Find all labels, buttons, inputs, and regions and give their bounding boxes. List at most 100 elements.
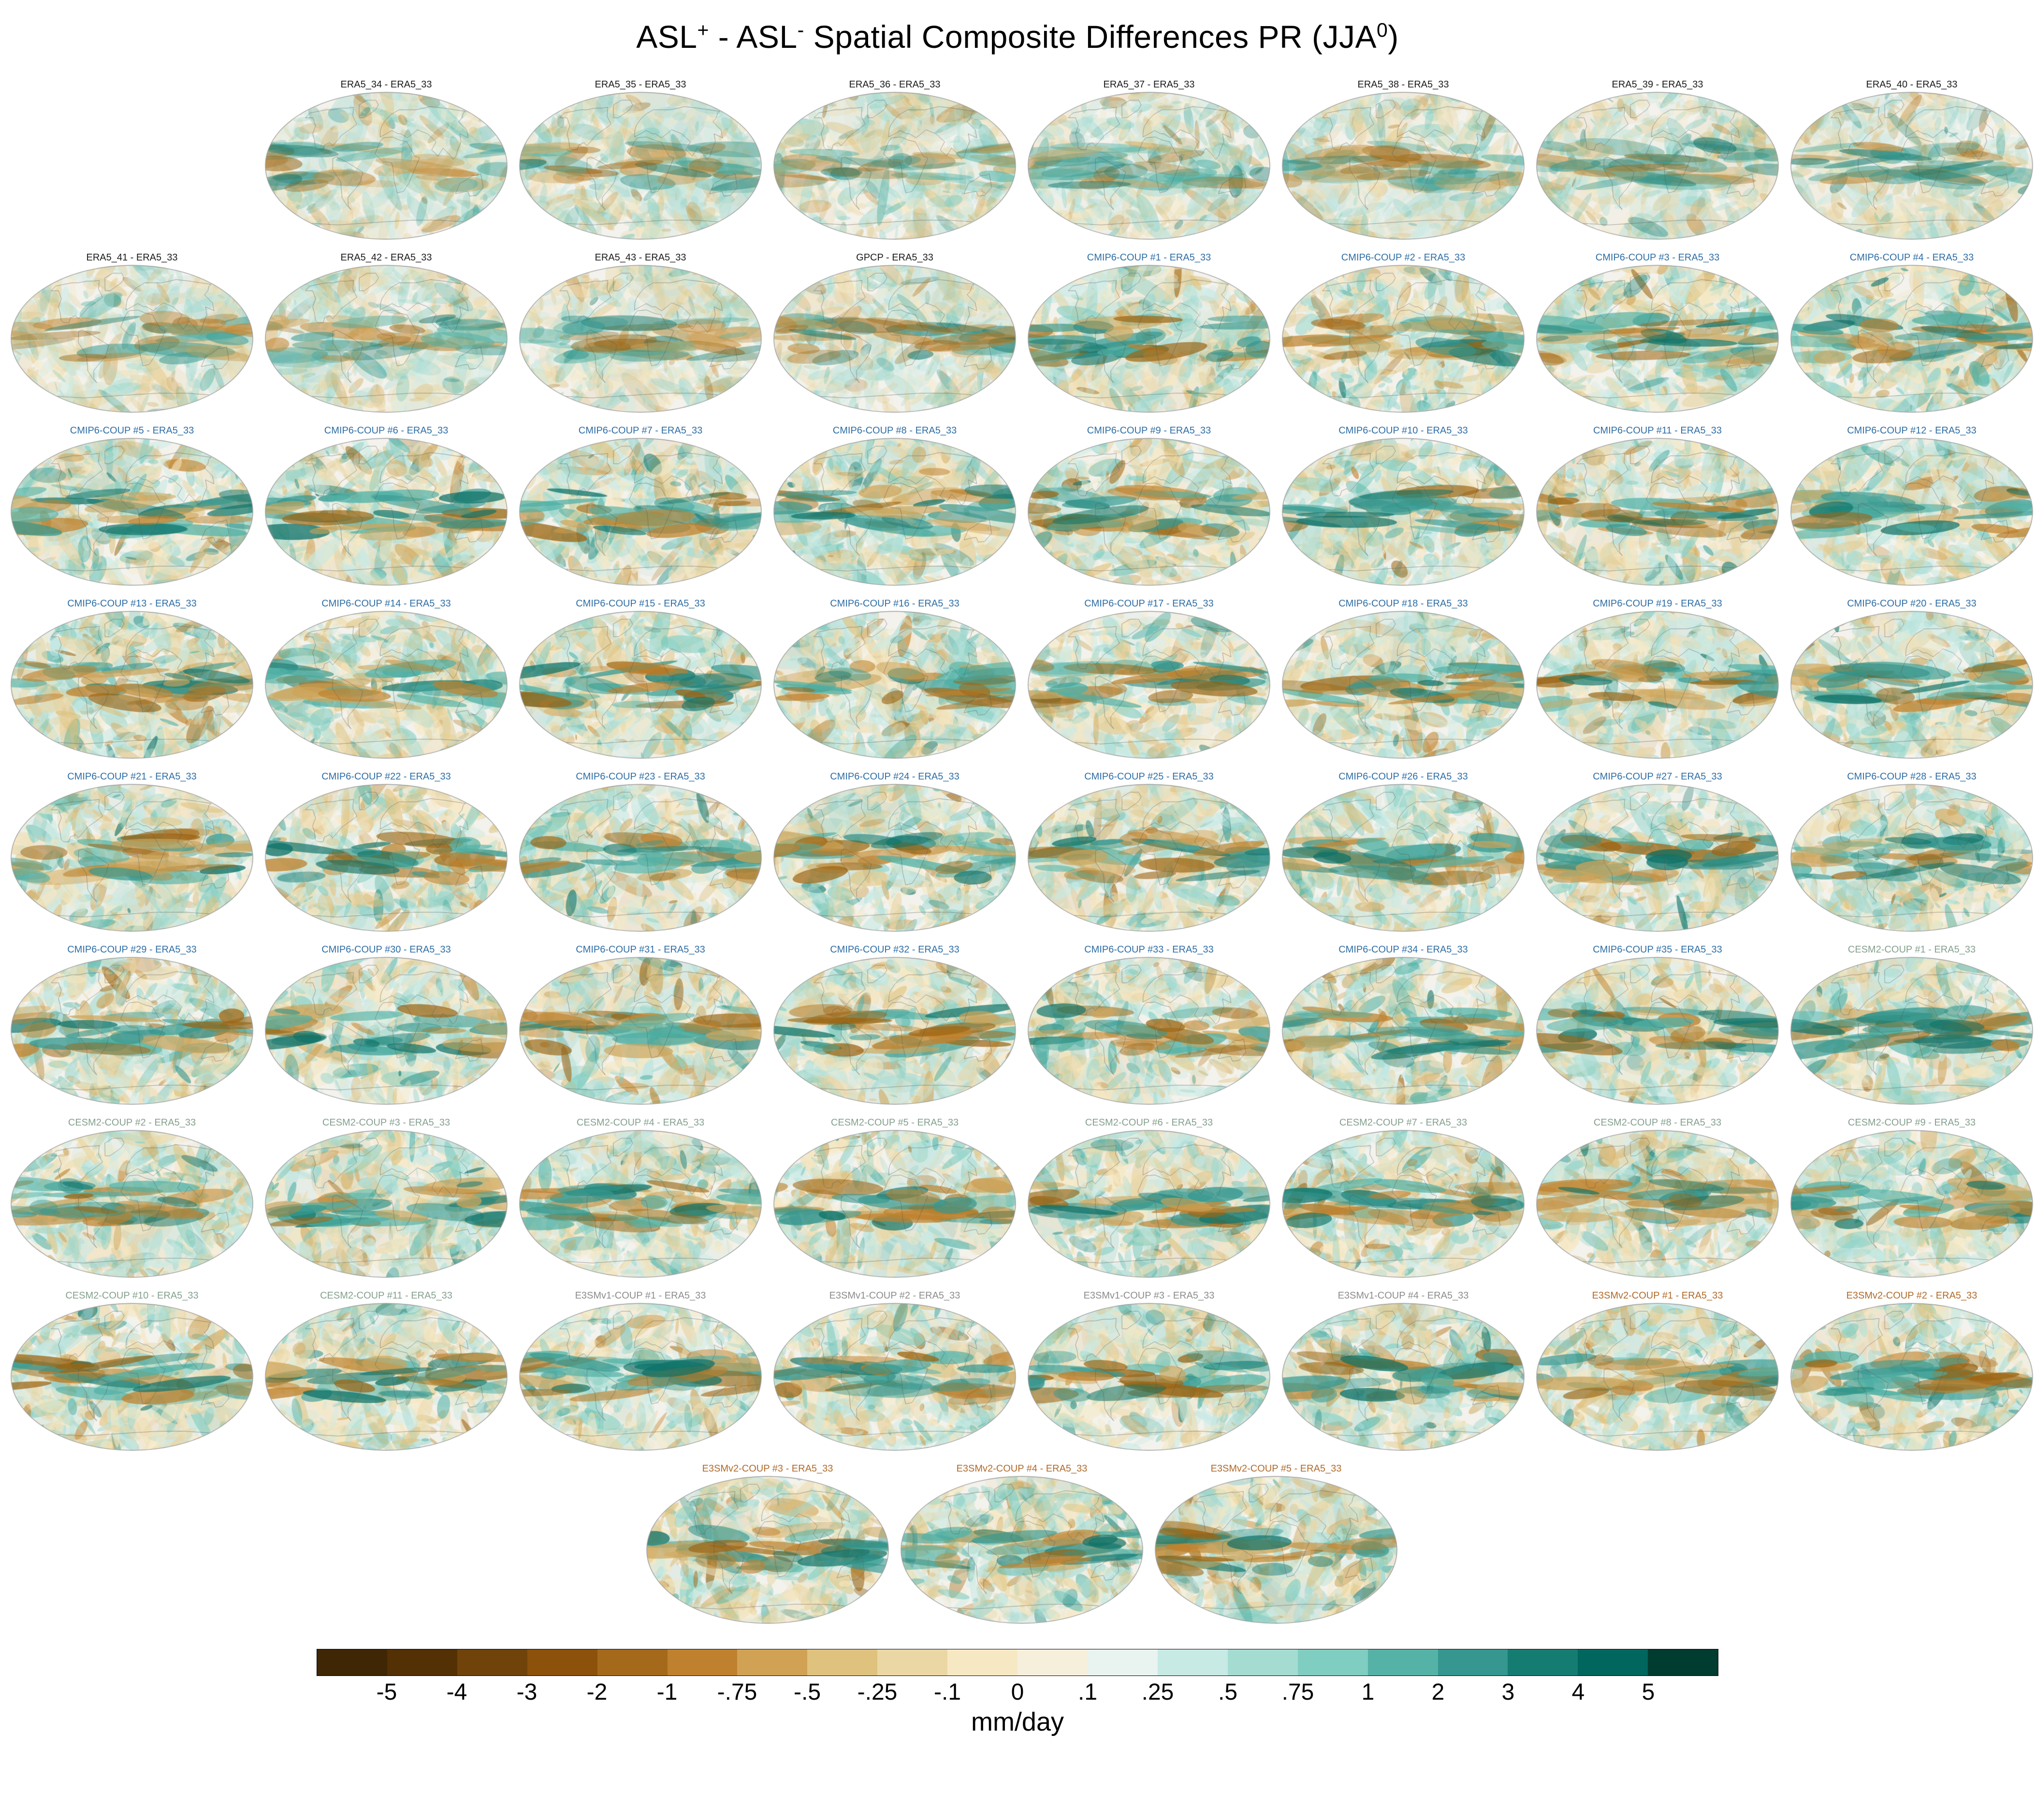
- map-canvas: [1027, 264, 1271, 414]
- map-canvas: [10, 1129, 254, 1279]
- colorbar-segment: [1508, 1649, 1578, 1676]
- map-canvas: [1281, 437, 1526, 587]
- panel-label: CMIP6-COUP #16 - ERA5_33: [830, 598, 959, 609]
- map-canvas: [518, 783, 763, 933]
- colorbar-segment: [1648, 1649, 1718, 1676]
- map-panel: GPCP - ERA5_33: [768, 251, 1022, 414]
- colorbar-segment: [1367, 1649, 1438, 1676]
- colorbar-segment: [387, 1649, 457, 1676]
- map-canvas: [264, 91, 509, 241]
- map-panel: CMIP6-COUP #30 - ERA5_33: [259, 943, 513, 1106]
- colorbar-tick: 4: [1571, 1679, 1585, 1705]
- map-panel: CMIP6-COUP #10 - ERA5_33: [1276, 424, 1530, 587]
- colorbar-tick: .1: [1077, 1679, 1098, 1705]
- map-canvas: [1535, 437, 1780, 587]
- map-panel: E3SMv1-COUP #3 - ERA5_33: [1022, 1289, 1276, 1452]
- panel-label: E3SMv2-COUP #2 - ERA5_33: [1846, 1290, 1977, 1301]
- panel-label: E3SMv1-COUP #2 - ERA5_33: [829, 1290, 960, 1301]
- panel-label: ERA5_36 - ERA5_33: [849, 79, 941, 90]
- panel-label: E3SMv1-COUP #4 - ERA5_33: [1337, 1290, 1469, 1301]
- colorbar-tick: -4: [446, 1679, 467, 1705]
- colorbar-tick: 3: [1501, 1679, 1515, 1705]
- map-canvas: [900, 1475, 1144, 1625]
- panel-label: CESM2-COUP #1 - ERA5_33: [1847, 944, 1976, 955]
- panel-label: CMIP6-COUP #34 - ERA5_33: [1338, 944, 1468, 955]
- panel-label: CESM2-COUP #3 - ERA5_33: [322, 1117, 451, 1128]
- panel-label: CMIP6-COUP #4 - ERA5_33: [1849, 252, 1974, 263]
- map-panel: CMIP6-COUP #4 - ERA5_33: [1785, 251, 2035, 414]
- panel-label: CMIP6-COUP #35 - ERA5_33: [1593, 944, 1722, 955]
- map-panel: CMIP6-COUP #15 - ERA5_33: [513, 597, 768, 760]
- colorbar-segment: [877, 1649, 948, 1676]
- map-panel: CMIP6-COUP #23 - ERA5_33: [513, 770, 768, 933]
- map-panel: ERA5_36 - ERA5_33: [768, 78, 1022, 241]
- map-canvas: [1281, 264, 1526, 414]
- map-panel: CMIP6-COUP #28 - ERA5_33: [1785, 770, 2035, 933]
- colorbar-bar: [317, 1649, 1718, 1676]
- map-canvas: [1535, 956, 1780, 1106]
- panel-label: CMIP6-COUP #31 - ERA5_33: [576, 944, 705, 955]
- map-canvas: [1027, 610, 1271, 760]
- map-panel: ERA5_40 - ERA5_33: [1785, 78, 2035, 241]
- map-panel: CMIP6-COUP #25 - ERA5_33: [1022, 770, 1276, 933]
- colorbar-tick: -.1: [933, 1679, 961, 1705]
- title-part: Spatial Composite Differences PR (JJA: [804, 19, 1377, 55]
- panel-label: CMIP6-COUP #8 - ERA5_33: [832, 425, 957, 436]
- map-panel: CMIP6-COUP #14 - ERA5_33: [259, 597, 513, 760]
- map-panel: CMIP6-COUP #26 - ERA5_33: [1276, 770, 1530, 933]
- map-canvas: [518, 1129, 763, 1279]
- colorbar-tick: .25: [1141, 1679, 1174, 1705]
- map-canvas: [1281, 1302, 1526, 1452]
- map-canvas: [1789, 783, 2034, 933]
- map-panel: CESM2-COUP #5 - ERA5_33: [768, 1116, 1022, 1279]
- panel-label: CMIP6-COUP #7 - ERA5_33: [578, 425, 703, 436]
- map-canvas: [772, 1302, 1017, 1452]
- panel-label: CMIP6-COUP #14 - ERA5_33: [321, 598, 451, 609]
- map-panel: CMIP6-COUP #11 - ERA5_33: [1530, 424, 1785, 587]
- map-panel: CMIP6-COUP #13 - ERA5_33: [5, 597, 259, 760]
- panel-label: CMIP6-COUP #32 - ERA5_33: [830, 944, 959, 955]
- colorbar-segment: [1438, 1649, 1508, 1676]
- map-panel: CMIP6-COUP #18 - ERA5_33: [1276, 597, 1530, 760]
- panel-label: ERA5_40 - ERA5_33: [1866, 79, 1958, 90]
- colorbar-tick: 0: [1011, 1679, 1024, 1705]
- map-canvas: [645, 1475, 890, 1625]
- map-panel: ERA5_43 - ERA5_33: [513, 251, 768, 414]
- map-panel: CESM2-COUP #2 - ERA5_33: [5, 1116, 259, 1279]
- panel-label: CESM2-COUP #4 - ERA5_33: [576, 1117, 705, 1128]
- map-canvas: [1789, 437, 2034, 587]
- colorbar-unit-label: mm/day: [971, 1707, 1064, 1736]
- map-panel: CMIP6-COUP #5 - ERA5_33: [5, 424, 259, 587]
- colorbar-tick: -3: [516, 1679, 538, 1705]
- map-panel: CESM2-COUP #11 - ERA5_33: [259, 1289, 513, 1452]
- map-canvas: [518, 437, 763, 587]
- map-panel: CMIP6-COUP #19 - ERA5_33: [1530, 597, 1785, 760]
- panel-label: CESM2-COUP #9 - ERA5_33: [1847, 1117, 1976, 1128]
- panel-label: ERA5_42 - ERA5_33: [340, 252, 432, 263]
- panel-label: CESM2-COUP #8 - ERA5_33: [1593, 1117, 1722, 1128]
- map-canvas: [1027, 783, 1271, 933]
- map-canvas: [518, 91, 763, 241]
- map-row: CMIP6-COUP #29 - ERA5_33 CMIP6-COUP #30 -…: [0, 943, 2035, 1116]
- map-panel: ERA5_38 - ERA5_33: [1276, 78, 1530, 241]
- panel-label: CMIP6-COUP #28 - ERA5_33: [1847, 771, 1977, 782]
- map-canvas: [518, 610, 763, 760]
- panel-label: E3SMv2-COUP #3 - ERA5_33: [702, 1463, 833, 1474]
- map-panel: CMIP6-COUP #35 - ERA5_33: [1530, 943, 1785, 1106]
- map-canvas: [772, 264, 1017, 414]
- map-panel: CMIP6-COUP #9 - ERA5_33: [1022, 424, 1276, 587]
- map-canvas: [264, 956, 509, 1106]
- map-canvas: [1789, 1302, 2034, 1452]
- map-canvas: [10, 610, 254, 760]
- map-canvas: [772, 783, 1017, 933]
- map-panel: ERA5_35 - ERA5_33: [513, 78, 768, 241]
- panel-label: CMIP6-COUP #25 - ERA5_33: [1084, 771, 1214, 782]
- panel-label: CMIP6-COUP #18 - ERA5_33: [1338, 598, 1468, 609]
- map-canvas: [1535, 264, 1780, 414]
- map-canvas: [1027, 437, 1271, 587]
- panel-label: CMIP6-COUP #9 - ERA5_33: [1087, 425, 1211, 436]
- map-panel: E3SMv2-COUP #3 - ERA5_33: [640, 1462, 895, 1625]
- panel-label: ERA5_38 - ERA5_33: [1357, 79, 1449, 90]
- colorbar-segment: [807, 1649, 878, 1676]
- map-panel: CMIP6-COUP #34 - ERA5_33: [1276, 943, 1530, 1106]
